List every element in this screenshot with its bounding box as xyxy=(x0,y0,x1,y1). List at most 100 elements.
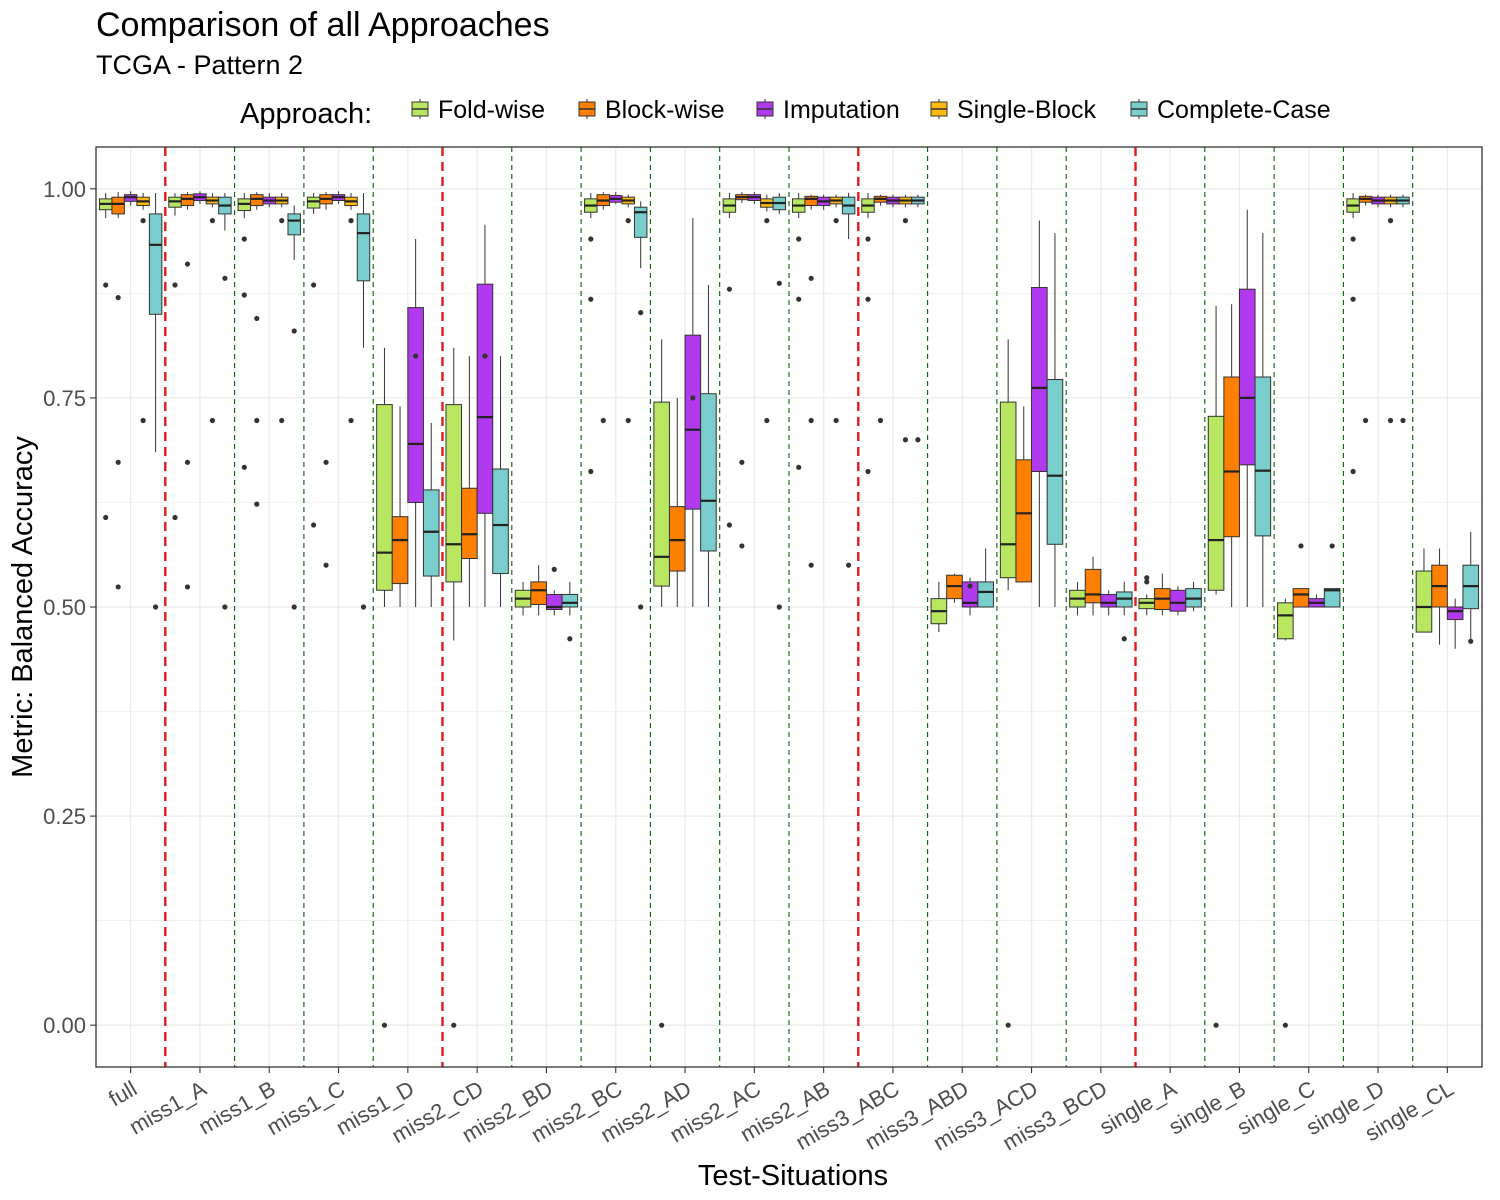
outlier-point xyxy=(808,417,814,424)
outlier-point xyxy=(659,1022,665,1028)
outlier-point xyxy=(323,459,329,465)
outlier-point xyxy=(140,417,146,424)
y-axis: 0.00 0.25 0.50 0.75 1.00 xyxy=(43,177,96,1038)
outlier-point xyxy=(254,501,260,507)
legend-label-Single-Block: Single-Block xyxy=(957,96,1096,124)
y-tick-label: 0.50 xyxy=(43,595,86,620)
outlier-point xyxy=(967,583,973,589)
outlier-point xyxy=(865,236,871,242)
outlier-point xyxy=(1298,543,1304,549)
box-miss2_AD-Block-wise xyxy=(668,506,686,572)
box-miss2_CD-Fold-wise xyxy=(445,404,463,583)
outlier-point xyxy=(1213,1022,1219,1028)
box-miss2_AD-Complete-Case xyxy=(700,393,717,552)
x-axis: fullmiss1_Amiss1_Bmiss1_Cmiss1_Dmiss2_CD… xyxy=(104,1067,1458,1155)
outlier-point xyxy=(254,417,260,424)
outlier-point xyxy=(833,417,839,424)
outlier-point xyxy=(115,294,121,301)
outlier-point xyxy=(1468,638,1474,644)
outlier-point xyxy=(690,395,696,401)
y-tick-label: 0.25 xyxy=(43,804,86,829)
box-miss1_C-Fold-wise xyxy=(306,196,321,209)
x-axis-title: Test-Situations xyxy=(698,1160,888,1192)
box-miss2_AD-Fold-wise xyxy=(653,401,670,587)
outlier-point xyxy=(311,522,317,528)
outlier-point xyxy=(1144,579,1150,585)
box-miss2_CD-Imputation xyxy=(476,283,494,514)
outlier-point xyxy=(877,417,884,424)
chart-title: Comparison of all Approaches xyxy=(96,6,550,44)
box-miss3_BCD-Imputation xyxy=(1100,593,1117,608)
box-miss2_CD-Block-wise xyxy=(461,487,478,559)
outlier-point xyxy=(588,236,594,242)
outlier-point xyxy=(808,562,814,568)
outlier-point xyxy=(902,218,909,224)
outlier-point xyxy=(796,464,802,470)
box-single_C-Block-wise xyxy=(1292,588,1310,608)
outlier-point xyxy=(764,218,770,224)
outlier-point xyxy=(796,296,802,302)
outlier-point xyxy=(279,417,285,424)
box-miss1_D-Imputation xyxy=(407,307,424,503)
outlier-point xyxy=(184,261,191,267)
outlier-point xyxy=(1350,296,1356,302)
outlier-point xyxy=(413,353,419,359)
outlier-point xyxy=(833,218,839,224)
outlier-point xyxy=(209,218,216,224)
box-miss3_ACD-Fold-wise xyxy=(999,401,1017,579)
outlier-point xyxy=(865,468,871,475)
box-miss1_D-Block-wise xyxy=(391,516,409,585)
box-single_C-Fold-wise xyxy=(1277,602,1294,640)
outlier-point xyxy=(1362,417,1369,424)
outlier-point xyxy=(1005,1022,1011,1028)
x-tick-label: single_C xyxy=(1233,1076,1320,1141)
outlier-point xyxy=(311,282,317,288)
box-miss3_BCD-Block-wise xyxy=(1084,568,1102,604)
outlier-point xyxy=(776,604,782,610)
box-miss1_B-Block-wise xyxy=(250,194,264,207)
outlier-point xyxy=(291,328,297,334)
outlier-point xyxy=(865,296,871,302)
outlier-point xyxy=(348,218,354,224)
outlier-point xyxy=(808,275,814,281)
x-tick-label: single_A xyxy=(1095,1076,1181,1140)
outlier-point xyxy=(482,353,488,359)
box-single_B-Imputation xyxy=(1238,288,1256,466)
y-tick-label: 0.00 xyxy=(43,1013,86,1038)
box-miss3_ACD-Complete-Case xyxy=(1046,379,1064,545)
legend-label-Fold-wise: Fold-wise xyxy=(438,96,545,124)
legend-label-Imputation: Imputation xyxy=(783,96,900,124)
outlier-point xyxy=(451,1022,457,1028)
box-miss1_A-Block-wise xyxy=(180,194,195,207)
box-miss1_C-Complete-Case xyxy=(356,213,371,282)
box-single_B-Block-wise xyxy=(1223,376,1240,538)
outlier-point xyxy=(1350,236,1356,242)
x-tick-label: miss1_C xyxy=(262,1076,349,1140)
box-miss2_BD-Complete-Case xyxy=(561,593,579,608)
box-miss2_AB-Block-wise xyxy=(804,195,818,207)
outlier-point xyxy=(588,296,594,302)
box-miss3_ACD-Block-wise xyxy=(1015,459,1033,583)
x-tick-label: miss1_A xyxy=(125,1076,211,1140)
x-tick-label: full xyxy=(104,1076,141,1112)
outlier-point xyxy=(764,417,770,424)
box-single_B-Complete-Case xyxy=(1254,376,1272,537)
outlier-point xyxy=(209,417,216,424)
outlier-point xyxy=(152,604,159,610)
box-single_A-Imputation xyxy=(1169,589,1187,612)
outlier-point xyxy=(1329,543,1335,549)
box-single_C-Complete-Case xyxy=(1323,588,1341,608)
outlier-point xyxy=(115,459,121,465)
outlier-point xyxy=(1387,218,1394,224)
outlier-point xyxy=(588,468,594,475)
outlier-point xyxy=(776,280,782,286)
box-miss3_ABD-Complete-Case xyxy=(977,581,994,608)
outlier-point xyxy=(241,464,247,470)
legend-label-Block-wise: Block-wise xyxy=(605,96,724,124)
outlier-point xyxy=(1400,417,1406,424)
outlier-point xyxy=(348,417,354,424)
box-miss1_B-Complete-Case xyxy=(287,213,301,236)
outlier-point xyxy=(184,459,191,465)
